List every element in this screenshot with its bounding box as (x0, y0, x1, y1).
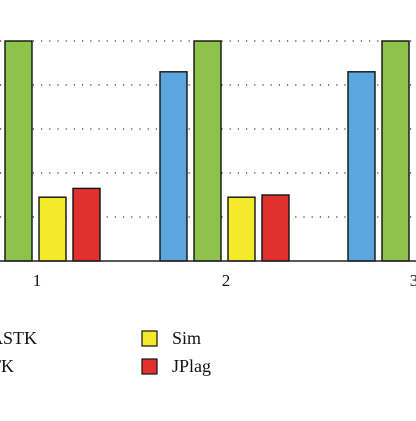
bars (4, 40, 410, 262)
x-tick-label: 1 (33, 271, 42, 290)
bar-sim-1 (38, 196, 67, 262)
legend-label-jplag: JPlag (172, 356, 211, 376)
bar-astk-1 (4, 40, 33, 262)
bar-astk-3 (381, 40, 410, 262)
bar-tk-3 (347, 71, 376, 262)
legend-swatch-jplag (141, 358, 158, 375)
legend-swatch-sim (141, 330, 158, 347)
x-tick-label: 2 (222, 271, 231, 290)
bar-jplag-1 (72, 187, 101, 262)
bar-jplag-2 (261, 194, 290, 262)
bar-sim-2 (227, 196, 256, 262)
legend-label-astk: ASTK (0, 328, 37, 348)
x-tick-label: 3 (410, 271, 416, 290)
legend-label-sim: Sim (172, 328, 201, 348)
bar-tk-2 (159, 71, 188, 262)
x-tick-labels: 1 2 3 (33, 271, 416, 290)
legend-label-tk: TK (0, 356, 14, 376)
legend: ASTK TK Sim JPlag (0, 328, 211, 376)
bar-astk-2 (193, 40, 222, 262)
